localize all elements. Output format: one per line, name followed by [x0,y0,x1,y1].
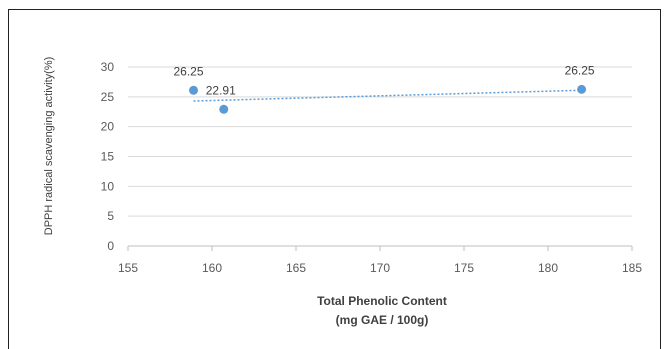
x-tick-label: 165 [286,261,306,275]
y-tick-label: 10 [101,179,115,193]
y-tick-label: 25 [101,90,115,104]
gridlines [128,66,632,247]
y-tick-label: 0 [107,239,114,253]
x-axis-title-line2: (mg GAE / 100g) [336,313,429,327]
x-tick-label: 160 [202,261,222,275]
x-tick-label: 170 [370,261,390,275]
data-point [577,84,587,94]
x-tick-label: 185 [622,261,642,275]
x-axis-title-line1: Total Phenolic Content [317,294,447,308]
data-point [189,85,199,95]
y-axis-ticks: 0 5 10 15 20 25 30 [101,60,115,253]
x-tick-label: 155 [118,261,138,275]
chart-frame [8,9,661,349]
data-label: 22.91 [206,83,236,97]
y-tick-label: 30 [101,60,115,74]
scatter-chart: 0 5 10 15 20 25 30 155 160 165 170 175 180 185 26.25… [43,57,642,327]
x-tick-label: 180 [538,261,558,275]
x-axis-ticks: 155 160 165 170 175 180 185 [118,246,642,275]
y-tick-label: 20 [101,120,115,134]
data-point [219,104,229,114]
y-tick-label: 15 [101,150,115,164]
data-label: 26.25 [174,64,204,78]
data-points [189,84,587,114]
trendline [193,89,582,102]
y-axis-title: DPPH radical scavenging activity(%) [43,57,55,236]
y-tick-label: 5 [107,209,114,223]
data-label: 26.25 [565,63,595,77]
x-tick-label: 175 [454,261,474,275]
